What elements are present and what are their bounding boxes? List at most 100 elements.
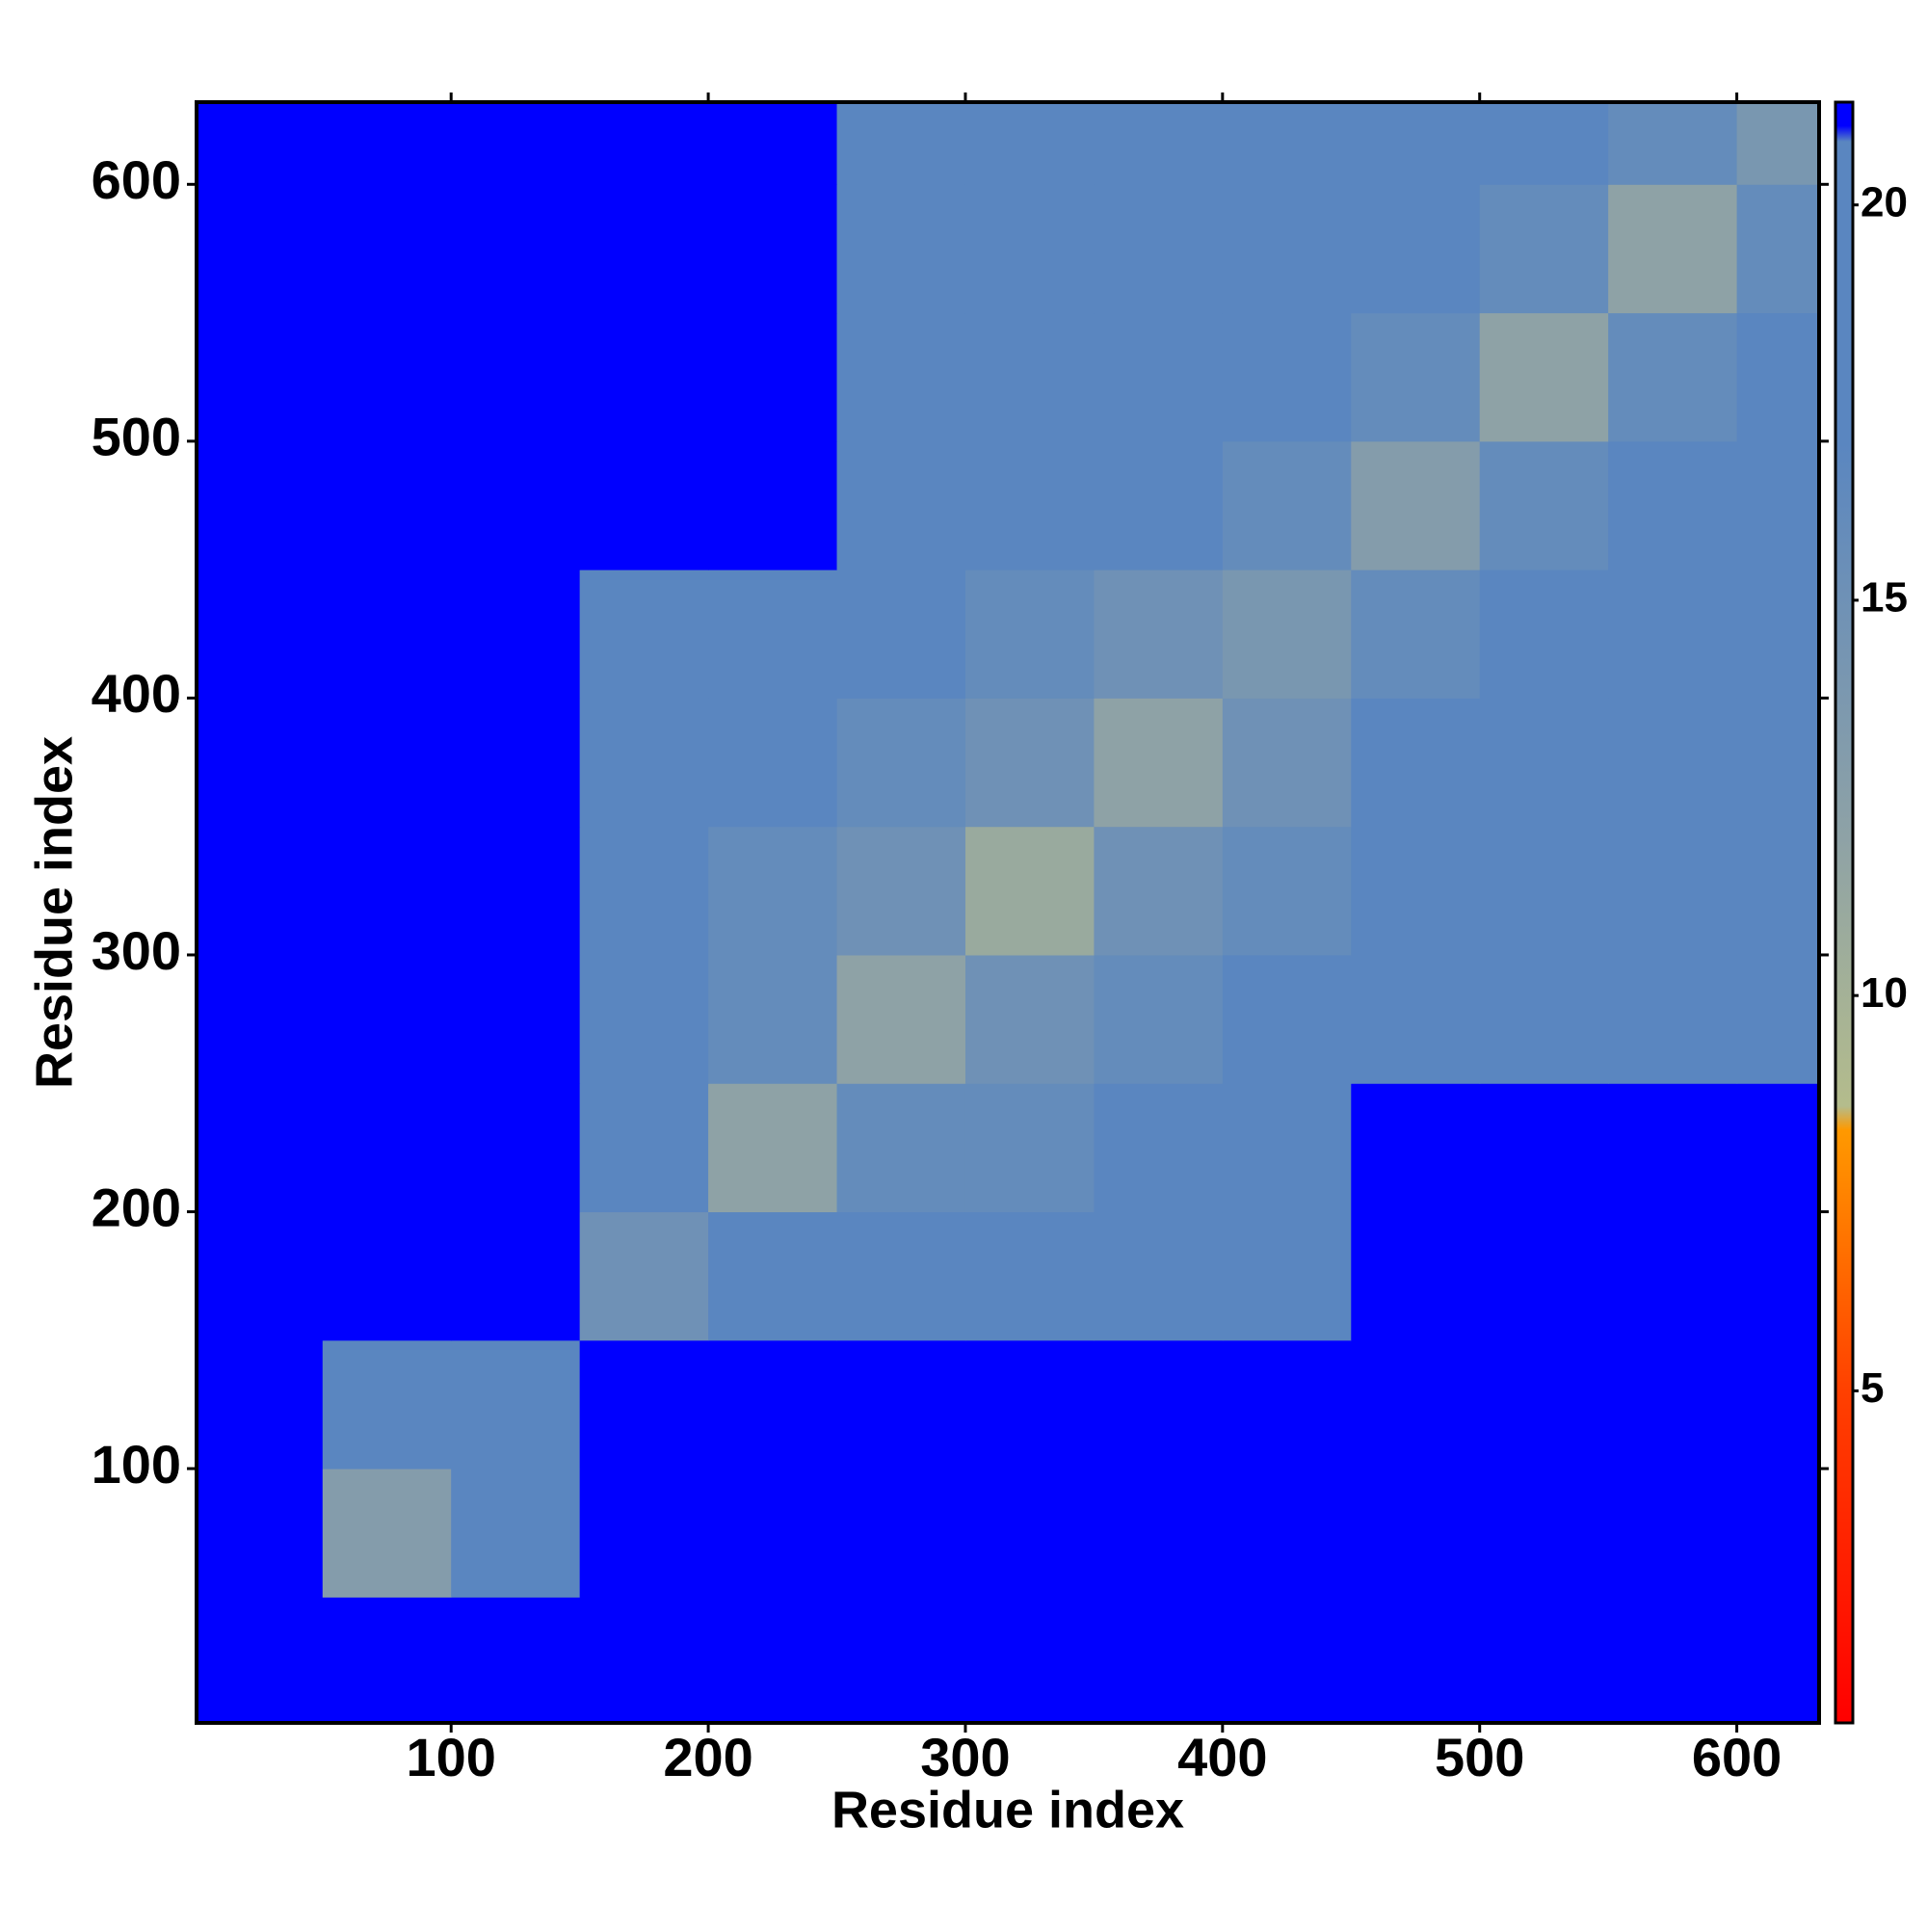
heatmap-cell <box>451 312 581 442</box>
heatmap-cell <box>836 102 966 185</box>
heatmap-cell <box>1094 102 1224 185</box>
heatmap-cell <box>1479 1469 1609 1598</box>
heatmap-cell <box>579 1083 709 1213</box>
heatmap-cell <box>451 569 581 699</box>
heatmap-cell <box>964 1597 1095 1724</box>
heatmap-cell <box>197 1469 324 1598</box>
y-tick-label: 200 <box>92 1177 181 1237</box>
heatmap-cell <box>322 1339 452 1469</box>
heatmap-cell <box>1094 569 1224 699</box>
heatmap-cell <box>708 1211 838 1341</box>
colorbar-tick-label: 5 <box>1861 1364 1884 1412</box>
heatmap-cell <box>1608 1211 1738 1341</box>
heatmap-cell <box>579 1469 709 1598</box>
heatmap-cell <box>579 440 709 570</box>
heatmap-cell <box>1351 698 1481 828</box>
heatmap-cell <box>451 1469 581 1598</box>
heatmap-cell <box>836 826 966 956</box>
heatmap-cell <box>1351 954 1481 1084</box>
heatmap-cell <box>197 440 324 570</box>
heatmap-cell <box>579 954 709 1084</box>
heatmap-cell <box>1479 1597 1609 1724</box>
heatmap-cell <box>322 698 452 828</box>
heatmap-cell <box>197 184 324 314</box>
heatmap-cell <box>1351 1339 1481 1469</box>
heatmap-cell <box>1736 826 1820 956</box>
heatmap-cell <box>579 826 709 956</box>
y-tick-label: 600 <box>92 149 181 210</box>
heatmap-cell <box>1736 954 1820 1084</box>
axes: 100 200 300 400 500 600 100 200 300 400 500 600 5 10 1… <box>92 93 1908 1787</box>
heatmap-cell <box>1736 1083 1820 1213</box>
heatmap-cells <box>197 102 1820 1724</box>
heatmap-cell <box>579 184 709 314</box>
heatmap-cell <box>322 102 452 185</box>
heatmap-cell <box>579 102 709 185</box>
heatmap-cell <box>836 1339 966 1469</box>
heatmap-cell <box>1479 954 1609 1084</box>
heatmap-cell <box>1094 440 1224 570</box>
y-axis-title: Residue index <box>25 736 83 1089</box>
heatmap-cell <box>708 1339 838 1469</box>
heatmap-cell <box>1351 440 1481 570</box>
heatmap-cell <box>1351 826 1481 956</box>
heatmap-cell <box>322 954 452 1084</box>
heatmap-cell <box>836 698 966 828</box>
heatmap-cell <box>579 1597 709 1724</box>
heatmap-cell <box>1736 1469 1820 1598</box>
heatmap-cell <box>197 826 324 956</box>
heatmap-cell <box>1222 1083 1352 1213</box>
heatmap-cell <box>1351 569 1481 699</box>
heatmap-cell <box>1222 1469 1352 1598</box>
heatmap-cell <box>1094 1211 1224 1341</box>
heatmap-cell <box>708 1597 838 1724</box>
x-tick-label: 100 <box>406 1727 495 1787</box>
heatmap-cell <box>1222 312 1352 442</box>
x-tick-label: 300 <box>920 1727 1010 1787</box>
heatmap-cell <box>1222 184 1352 314</box>
heatmap-cell <box>197 569 324 699</box>
colorbar-tick-label: 10 <box>1861 969 1908 1017</box>
heatmap-cell <box>579 312 709 442</box>
heatmap-cell <box>708 440 838 570</box>
y-tick-label: 500 <box>92 407 181 467</box>
heatmap-cell <box>1094 1597 1224 1724</box>
heatmap-cell <box>451 184 581 314</box>
heatmap-cell <box>964 1211 1095 1341</box>
heatmap-cell <box>1479 184 1609 314</box>
heatmap-cell <box>1222 102 1352 185</box>
heatmap-cell <box>451 954 581 1084</box>
heatmap-cell <box>451 1211 581 1341</box>
heatmap-cell <box>322 1597 452 1724</box>
x-tick-label: 200 <box>663 1727 752 1787</box>
heatmap-cell <box>708 102 838 185</box>
heatmap-cell <box>322 826 452 956</box>
heatmap-cell <box>322 1469 452 1598</box>
heatmap-cell <box>1479 440 1609 570</box>
heatmap-cell <box>836 954 966 1084</box>
heatmap-cell <box>1608 1083 1738 1213</box>
heatmap-cell <box>836 1597 966 1724</box>
heatmap-cell <box>964 184 1095 314</box>
heatmap-cell <box>1736 1211 1820 1341</box>
heatmap-cell <box>836 312 966 442</box>
heatmap-cell <box>1222 1339 1352 1469</box>
heatmap-cell <box>1479 569 1609 699</box>
heatmap-cell <box>1608 1469 1738 1598</box>
heatmap-cell <box>451 1597 581 1724</box>
heatmap-cell <box>1222 569 1352 699</box>
x-tick-label: 500 <box>1435 1727 1524 1787</box>
heatmap-cell <box>1222 954 1352 1084</box>
heatmap-cell <box>322 440 452 570</box>
heatmap-cell <box>1222 1597 1352 1724</box>
heatmap-cell <box>451 826 581 956</box>
colorbar-tick-label: 20 <box>1861 178 1908 225</box>
heatmap-cell <box>708 184 838 314</box>
heatmap-cell <box>964 569 1095 699</box>
heatmap-cell <box>1608 184 1738 314</box>
heatmap-cell <box>579 698 709 828</box>
heatmap-cell <box>1736 1597 1820 1724</box>
heatmap-cell <box>1094 312 1224 442</box>
heatmap-cell <box>1736 569 1820 699</box>
heatmap-cell <box>197 1339 324 1469</box>
